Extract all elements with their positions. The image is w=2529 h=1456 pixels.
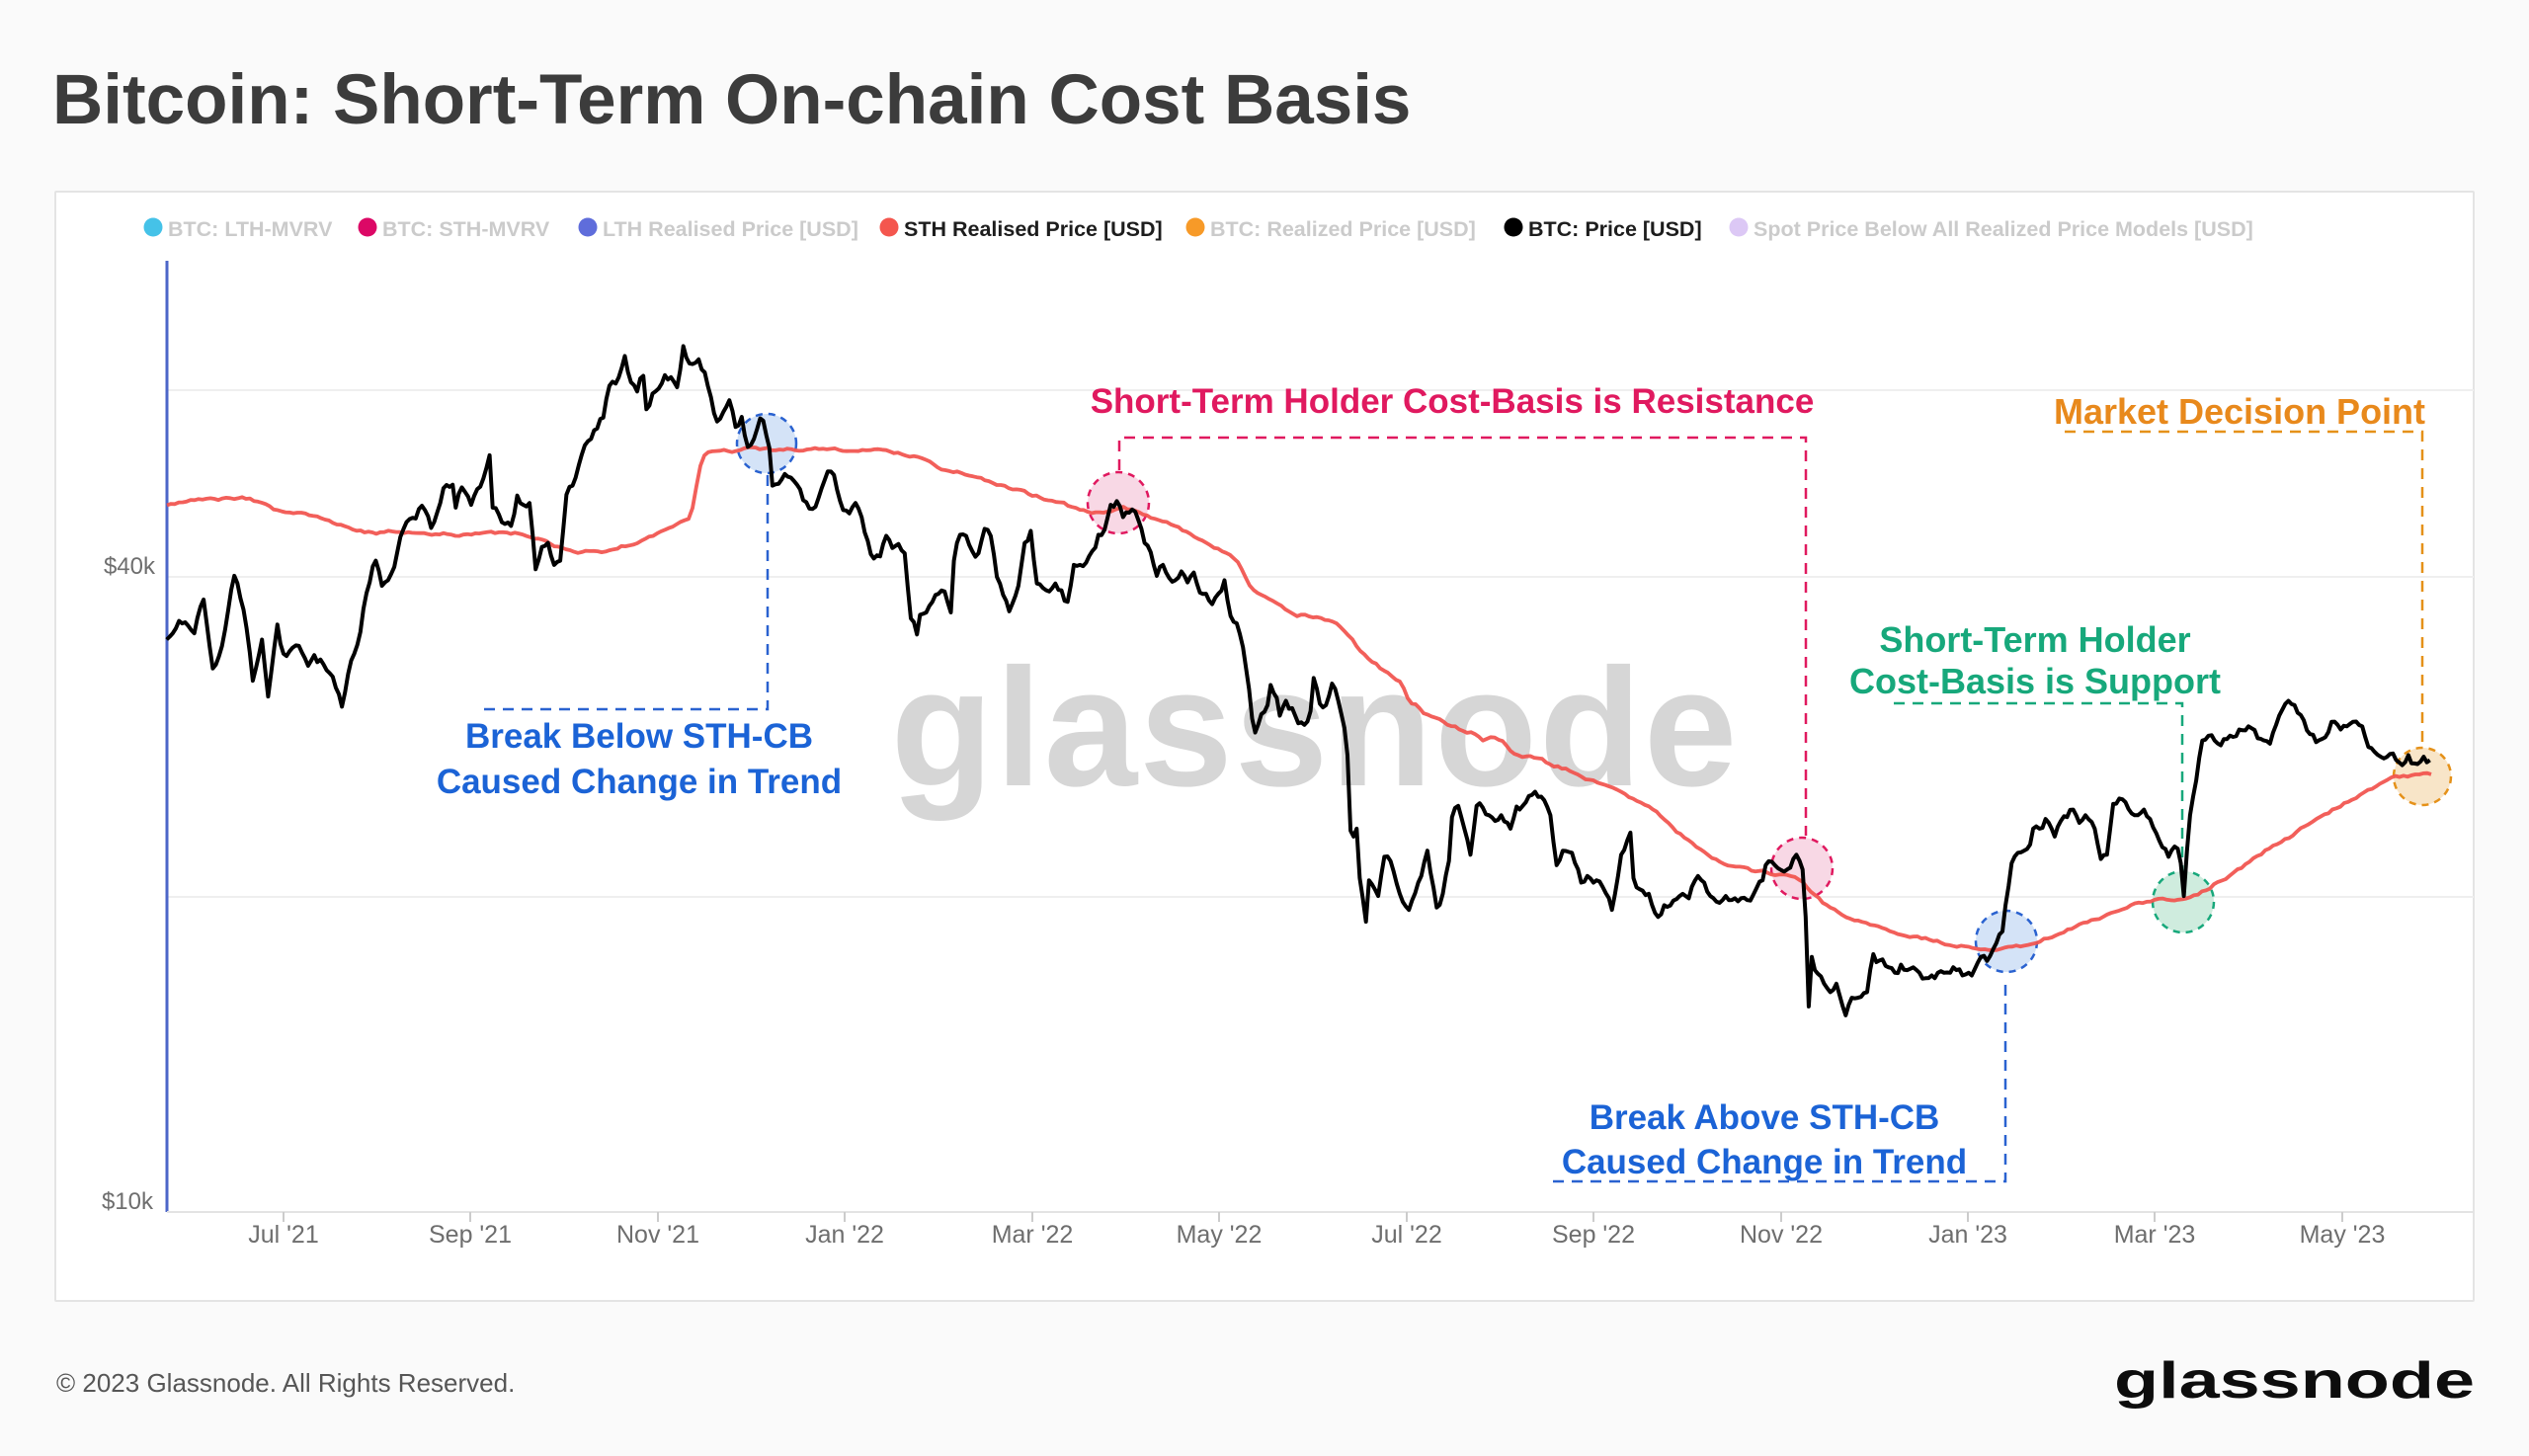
svg-text:Sep '22: Sep '22 xyxy=(1552,1221,1635,1249)
svg-text:Mar '23: Mar '23 xyxy=(2114,1221,2196,1249)
svg-text:Short-Term Holder Cost-Basis i: Short-Term Holder Cost-Basis is Resistan… xyxy=(1091,382,1815,421)
svg-text:BTC: Realized Price [USD]: BTC: Realized Price [USD] xyxy=(1210,217,1476,241)
svg-text:Sep '21: Sep '21 xyxy=(429,1221,512,1249)
svg-text:BTC: STH-MVRV: BTC: STH-MVRV xyxy=(382,217,550,241)
svg-text:$10k: $10k xyxy=(102,1188,154,1215)
svg-text:BTC: Price [USD]: BTC: Price [USD] xyxy=(1528,217,1702,241)
svg-text:glassnode: glassnode xyxy=(2114,1352,2475,1410)
svg-text:Market Decision Point: Market Decision Point xyxy=(2054,391,2425,432)
svg-text:Nov '21: Nov '21 xyxy=(616,1221,699,1249)
svg-text:Short-Term Holder: Short-Term Holder xyxy=(1879,619,2190,660)
svg-text:May '23: May '23 xyxy=(2300,1221,2386,1249)
svg-text:Nov '22: Nov '22 xyxy=(1740,1221,1823,1249)
svg-text:Break Above STH-CB: Break Above STH-CB xyxy=(1590,1098,1940,1137)
svg-text:Jul '22: Jul '22 xyxy=(1371,1221,1441,1249)
svg-text:Mar '22: Mar '22 xyxy=(992,1221,1074,1249)
svg-text:STH Realised Price [USD]: STH Realised Price [USD] xyxy=(904,217,1163,241)
svg-text:LTH Realised Price [USD]: LTH Realised Price [USD] xyxy=(603,217,858,241)
svg-text:Cost-Basis is Support: Cost-Basis is Support xyxy=(1849,661,2221,701)
svg-text:Spot Price Below All Realized: Spot Price Below All Realized Price Mode… xyxy=(1754,217,2253,241)
svg-text:May '22: May '22 xyxy=(1177,1221,1263,1249)
svg-text:Break Below STH-CB: Break Below STH-CB xyxy=(465,717,813,756)
svg-text:Jul '21: Jul '21 xyxy=(248,1221,318,1249)
svg-text:Jan '22: Jan '22 xyxy=(805,1221,884,1249)
svg-text:glassnode: glassnode xyxy=(891,634,1740,822)
svg-text:$40k: $40k xyxy=(104,553,156,580)
svg-text:Caused Change in Trend: Caused Change in Trend xyxy=(1562,1143,1967,1181)
svg-text:Jan '23: Jan '23 xyxy=(1928,1221,2007,1249)
svg-text:Caused Change in Trend: Caused Change in Trend xyxy=(437,763,842,801)
svg-text:BTC: LTH-MVRV: BTC: LTH-MVRV xyxy=(168,217,333,241)
